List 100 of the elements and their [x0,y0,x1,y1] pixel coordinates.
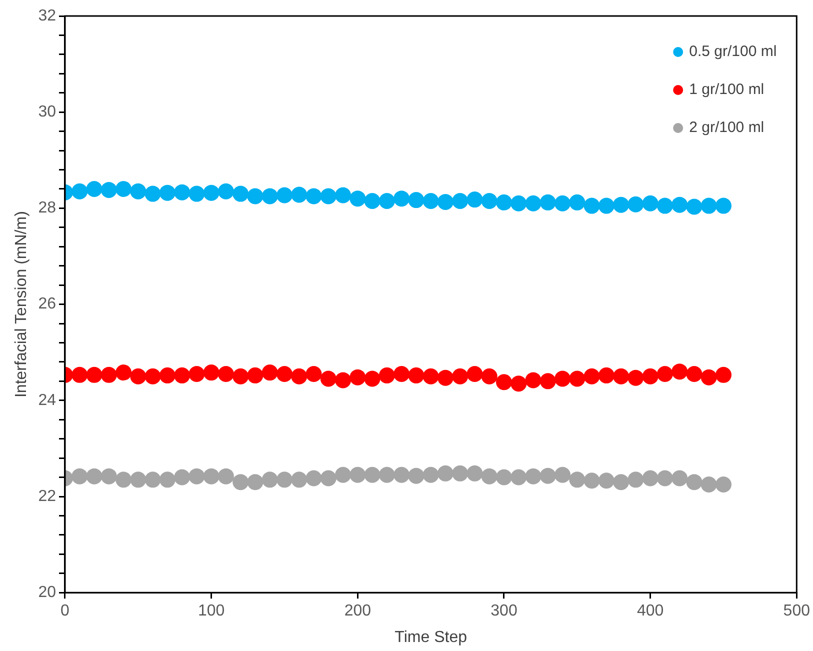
point [320,470,336,486]
point [247,474,264,490]
point [510,469,527,486]
point [291,368,308,384]
point [276,366,292,382]
y-tick-label: 20 [38,584,56,602]
point [262,364,278,381]
point [188,366,205,382]
point [408,367,424,384]
point [350,466,366,483]
point [715,366,732,383]
point [320,188,336,204]
point [437,370,454,386]
point [100,366,117,383]
point [672,470,688,486]
x-tick-label: 200 [344,602,372,620]
point [276,187,292,204]
point [320,370,336,387]
point [466,465,483,482]
point [422,368,439,384]
point [130,368,146,384]
point [262,188,278,204]
point [100,468,117,484]
point [510,376,527,392]
point [613,368,630,384]
point [335,187,352,204]
point [86,180,102,197]
x-tick-label: 0 [60,602,70,620]
point [116,364,132,381]
point [437,194,454,210]
point [72,366,88,383]
point [159,472,176,488]
point [598,367,614,384]
point [656,366,673,382]
point [72,183,88,200]
point [525,468,542,484]
point [481,468,498,484]
point [306,470,322,486]
point [247,188,264,204]
point [569,472,586,488]
y-tick-label: 24 [38,392,56,409]
y-tick-label: 26 [38,296,56,313]
point [218,366,234,382]
point [569,194,586,210]
point [481,192,498,209]
point [378,192,395,209]
point [700,369,717,386]
point [715,476,732,492]
point [569,370,586,387]
point [86,468,102,484]
x-tick-label: 100 [198,602,225,620]
point [116,180,132,197]
legend-label: 0.5 gr/100 ml [689,43,777,60]
point [422,192,439,209]
x-tick-label: 400 [636,602,664,620]
y-tick-label: 28 [38,200,56,217]
point [452,368,468,384]
point [394,366,410,382]
legend-label: 1 gr/100 ml [689,81,764,98]
point [350,190,366,207]
point [642,368,658,384]
point [188,468,205,484]
point [613,196,630,213]
point [291,186,308,203]
point [554,370,571,387]
point [72,468,88,484]
point [144,368,161,384]
point [232,368,249,384]
point [159,184,176,201]
point [613,474,630,490]
y-axis-title: Interfacial Tension (mN/m) [13,211,30,398]
point [686,366,702,382]
point [364,466,380,483]
point [656,470,673,486]
point [335,372,352,388]
point [159,367,176,384]
point [232,186,249,202]
point [203,364,220,381]
point [700,198,717,214]
point [540,194,556,210]
point [628,370,644,386]
y-tick-label: 32 [38,7,56,24]
point [262,472,278,488]
point [218,183,234,200]
point [306,366,322,382]
point [584,472,600,489]
point [350,369,366,386]
point [364,192,380,209]
point [437,465,454,482]
point [86,366,102,383]
point [174,367,190,384]
point [540,468,556,484]
point [291,472,308,488]
point [394,466,410,483]
point [642,470,658,486]
point [378,367,395,384]
point [188,186,205,202]
point [130,472,146,488]
point [628,472,644,488]
point [525,372,542,388]
